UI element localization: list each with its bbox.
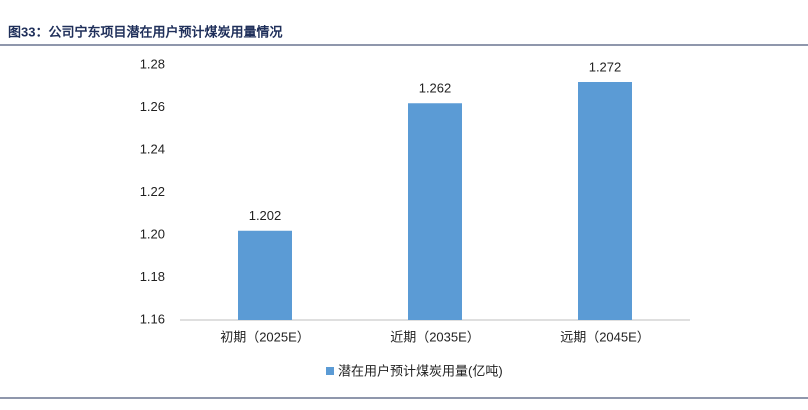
- y-tick-label: 1.26: [140, 99, 165, 114]
- y-tick-label: 1.28: [140, 56, 165, 71]
- y-tick-label: 1.24: [140, 141, 165, 156]
- y-tick-label: 1.16: [140, 311, 165, 326]
- x-tick-label: 近期（2035E）: [390, 329, 480, 344]
- y-tick-label: 1.18: [140, 269, 165, 284]
- y-tick-label: 1.20: [140, 226, 165, 241]
- x-tick-label: 远期（2045E）: [560, 329, 650, 344]
- x-tick-label: 初期（2025E）: [220, 329, 310, 344]
- data-label: 1.202: [249, 208, 282, 223]
- data-label: 1.272: [589, 59, 622, 74]
- bar: [408, 103, 462, 320]
- legend-swatch: [326, 367, 334, 375]
- chart-title: 图33：公司宁东项目潜在用户预计煤炭用量情况: [8, 24, 282, 39]
- bar: [578, 82, 632, 320]
- legend-label: 潜在用户预计煤炭用量(亿吨): [338, 363, 503, 378]
- y-tick-label: 1.22: [140, 184, 165, 199]
- bar: [238, 230, 292, 320]
- data-label: 1.262: [419, 81, 452, 96]
